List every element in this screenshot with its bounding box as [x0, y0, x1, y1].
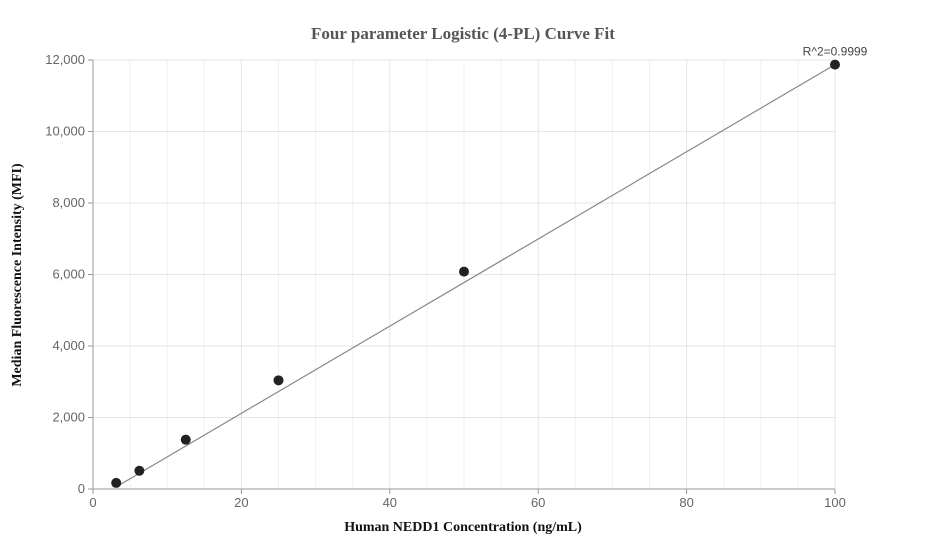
x-tick-label: 20 — [234, 495, 248, 510]
y-axis-title: Median Fluorescence Intensity (MFI) — [10, 163, 25, 387]
chart-title: Four parameter Logistic (4-PL) Curve Fit — [311, 24, 615, 43]
x-tick-label: 60 — [531, 495, 545, 510]
y-tick-label: 12,000 — [45, 52, 85, 67]
data-point — [111, 477, 122, 488]
y-tick-label: 8,000 — [52, 195, 85, 210]
r-squared-annotation: R^2=0.9999 — [803, 45, 868, 59]
x-tick-label: 80 — [679, 495, 693, 510]
data-point — [273, 375, 284, 386]
data-point — [134, 465, 145, 476]
fit-curve-line — [115, 64, 836, 488]
grid — [93, 59, 836, 489]
y-tick-label: 0 — [78, 481, 85, 496]
y-tick-label: 4,000 — [52, 338, 85, 353]
axes — [88, 59, 836, 494]
data-points — [111, 59, 840, 488]
fit-curve — [115, 64, 836, 488]
x-tick-label: 0 — [89, 495, 96, 510]
x-tick-label: 100 — [824, 495, 846, 510]
data-point — [459, 266, 469, 277]
data-point — [830, 59, 840, 70]
y-tick-label: 2,000 — [52, 410, 85, 425]
y-tick-label: 6,000 — [52, 267, 85, 282]
x-tick-label: 40 — [383, 495, 397, 510]
x-axis-title: Human NEDD1 Concentration (ng/mL) — [344, 520, 582, 535]
tick-labels: 0 2,000 4,000 6,000 8,000 10,000 12,000 0 20 40 60… — [45, 52, 846, 510]
data-point — [180, 434, 191, 445]
y-tick-label: 10,000 — [45, 124, 85, 139]
